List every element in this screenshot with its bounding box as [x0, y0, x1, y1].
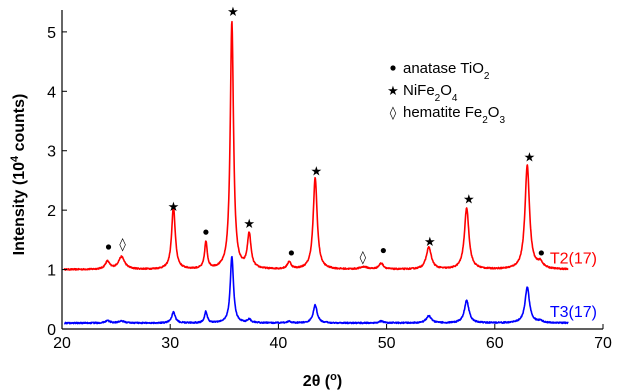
legend-diamond-icon: ◊	[390, 106, 397, 121]
x-tick-label: 20	[53, 335, 71, 352]
marker-star: ★	[227, 5, 239, 20]
marker-diamond: ◊	[360, 251, 367, 266]
marker-circle	[203, 229, 209, 235]
series-line-2	[63, 255, 569, 325]
marker-star: ★	[243, 217, 255, 232]
marker-circle	[538, 250, 544, 256]
y-tick-label: 2	[47, 203, 56, 220]
marker-diamond: ◊	[119, 237, 126, 252]
y-tick-label: 4	[47, 84, 56, 101]
series-label-1: T2(17)	[550, 251, 597, 268]
legend-entry-1: anatase TiO2	[403, 60, 490, 82]
marker-circle	[288, 250, 294, 256]
series-label-2: T3(17)	[550, 304, 597, 321]
x-tick-label: 50	[378, 335, 396, 352]
x-tick-label: 70	[594, 335, 612, 352]
y-tick-label: 0	[47, 322, 56, 339]
legend-entry-2: NiFe2O4	[403, 82, 458, 104]
marker-circle	[380, 247, 386, 254]
legend-star-icon: ★	[387, 84, 399, 99]
legend-circle-icon	[390, 65, 396, 71]
marker-circle	[105, 244, 112, 250]
marker-star: ★	[310, 164, 322, 179]
legend: anatase TiO2 ★ NiFe2O4 ◊ hematite Fe2O3	[387, 60, 505, 126]
x-axis-title: 2θ (o)	[303, 371, 342, 390]
plot-content: T2(17) T3(17) ◊ ★ ★ ★ ★ ◊ ★ ★ ★	[63, 5, 597, 325]
legend-entry-3: hematite Fe2O3	[403, 104, 505, 126]
series-line-1	[63, 20, 569, 271]
marker-star: ★	[524, 151, 536, 166]
marker-star: ★	[463, 192, 475, 207]
y-axis-title: Intensity (104 counts)	[9, 94, 28, 256]
y-tick-label: 1	[47, 263, 56, 280]
y-tick-label: 3	[47, 144, 56, 161]
x-tick-label: 60	[486, 335, 504, 352]
axes: 20 30 40 50 60 70 0 1 2 3 4 5 2θ (o) Intensity (104 c…	[9, 10, 612, 390]
y-tick-label: 5	[47, 25, 56, 42]
marker-star: ★	[168, 200, 180, 215]
x-tick-label: 40	[270, 335, 288, 352]
marker-star: ★	[424, 235, 436, 250]
x-tick-label: 30	[161, 335, 179, 352]
